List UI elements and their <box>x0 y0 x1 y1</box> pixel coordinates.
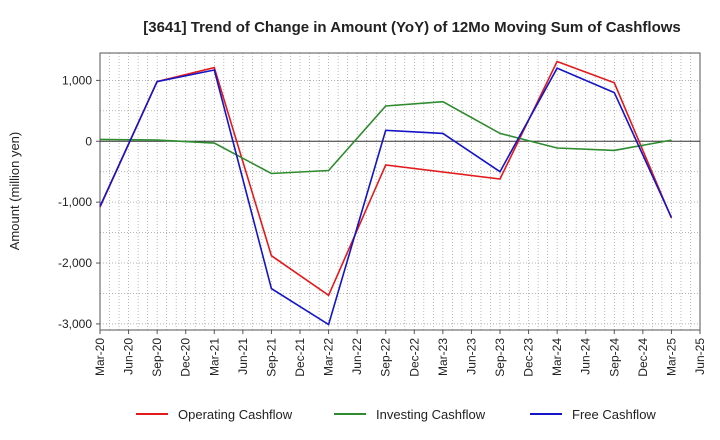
legend: Operating Cashflow Investing Cashflow Free… <box>136 407 656 422</box>
y-tick-label: 1,000 <box>62 73 92 87</box>
x-tick-label: Mar-24 <box>550 338 564 376</box>
series-lines <box>99 60 673 326</box>
y-tick-label: 0 <box>85 134 92 148</box>
grid <box>100 53 700 330</box>
x-tick-label: Sep-21 <box>264 338 278 377</box>
y-tick-label: -3,000 <box>58 317 92 331</box>
x-tick-label: Sep-20 <box>150 338 164 377</box>
legend-item-operating-cashflow: Operating Cashflow <box>136 407 293 422</box>
x-tick-label: Mar-20 <box>93 338 107 376</box>
x-tick-label: Jun-21 <box>236 338 250 375</box>
x-axis-ticks: Mar-20 Jun-20 Sep-20 Dec-20 Mar-21 Jun-21 Sep-… <box>93 330 707 377</box>
x-tick-label: Jun-20 <box>122 338 136 375</box>
chart-title: [3641] Trend of Change in Amount (YoY) o… <box>143 19 681 36</box>
x-tick-label: Mar-21 <box>207 338 221 376</box>
series-line-investing-cashflow <box>99 100 672 175</box>
x-tick-label: Sep-24 <box>607 338 621 377</box>
legend-item-free-cashflow: Free Cashflow <box>530 407 656 422</box>
x-tick-label: Dec-24 <box>636 338 650 377</box>
x-tick-label: Mar-23 <box>436 338 450 376</box>
x-tick-label: Jun-25 <box>693 338 707 375</box>
x-tick-label: Jun-23 <box>464 338 478 375</box>
y-tick-label: -2,000 <box>58 256 92 270</box>
y-axis-label: Amount (million yen) <box>7 132 22 251</box>
x-tick-label: Mar-22 <box>322 338 336 376</box>
legend-label: Free Cashflow <box>572 407 656 422</box>
x-tick-label: Dec-20 <box>179 338 193 377</box>
x-tick-label: Sep-22 <box>379 338 393 377</box>
x-tick-label: Jun-24 <box>579 338 593 375</box>
y-axis-ticks: 1,000 0 -1,000 -2,000 -3,000 <box>58 73 100 331</box>
y-tick-label: -1,000 <box>58 195 92 209</box>
x-tick-label: Dec-22 <box>407 338 421 377</box>
series-line-free-cashflow <box>99 67 673 326</box>
x-tick-label: Dec-23 <box>522 338 536 377</box>
x-tick-label: Dec-21 <box>293 338 307 377</box>
legend-label: Investing Cashflow <box>376 407 486 422</box>
x-tick-label: Jun-22 <box>350 338 364 375</box>
plot-frame <box>99 52 701 331</box>
x-tick-label: Sep-23 <box>493 338 507 377</box>
x-tick-label: Mar-25 <box>664 338 678 376</box>
legend-label: Operating Cashflow <box>178 407 293 422</box>
legend-item-investing-cashflow: Investing Cashflow <box>334 407 486 422</box>
